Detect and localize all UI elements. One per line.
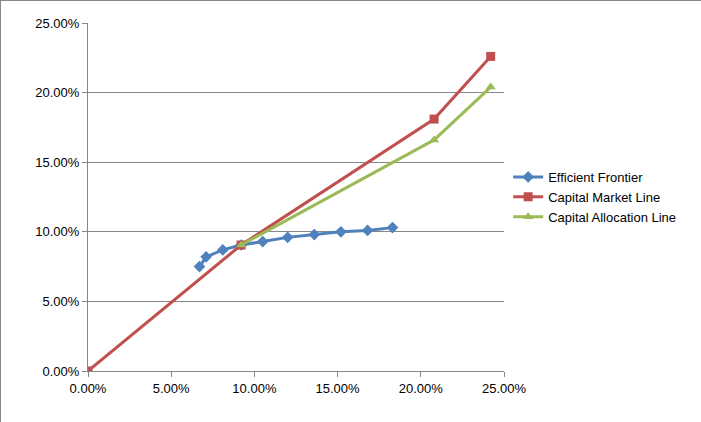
svg-text:15.00%: 15.00% bbox=[35, 155, 80, 170]
svg-text:10.00%: 10.00% bbox=[35, 224, 80, 239]
svg-text:5.00%: 5.00% bbox=[153, 381, 190, 396]
svg-text:5.00%: 5.00% bbox=[43, 294, 80, 309]
svg-text:20.00%: 20.00% bbox=[399, 381, 444, 396]
svg-text:15.00%: 15.00% bbox=[316, 381, 361, 396]
svg-text:25.00%: 25.00% bbox=[482, 381, 527, 396]
svg-text:0.00%: 0.00% bbox=[43, 364, 80, 379]
svg-text:25.00%: 25.00% bbox=[35, 16, 80, 31]
svg-text:Capital Allocation Line: Capital Allocation Line bbox=[548, 210, 676, 225]
svg-text:20.00%: 20.00% bbox=[35, 85, 80, 100]
svg-text:10.00%: 10.00% bbox=[232, 381, 277, 396]
svg-text:Capital Market Line: Capital Market Line bbox=[548, 190, 660, 205]
svg-text:Efficient Frontier: Efficient Frontier bbox=[548, 170, 643, 185]
svg-text:0.00%: 0.00% bbox=[70, 381, 107, 396]
